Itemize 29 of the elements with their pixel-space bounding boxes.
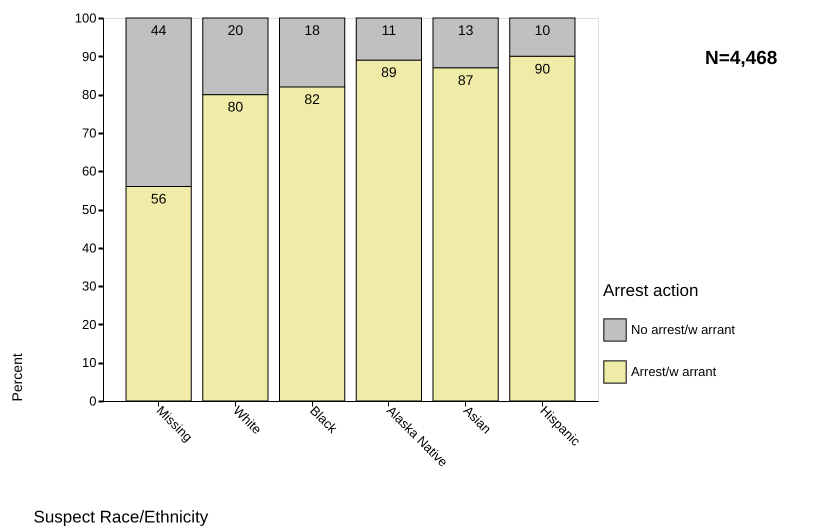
legend-label: No arrest/w arrant [631, 322, 736, 337]
y-tick-label: 60 [82, 164, 96, 179]
x-axis-title: Suspect Race/Ethnicity [34, 508, 209, 527]
y-tick-label: 30 [82, 278, 96, 294]
y-tick-label: 50 [82, 202, 96, 217]
text: N=4,468 [705, 48, 778, 69]
y-tick-label: 40 [82, 240, 96, 256]
data-label: 90 [534, 60, 550, 76]
data-label: 20 [228, 22, 244, 38]
data-label: 89 [381, 64, 397, 80]
data-label: 18 [304, 22, 320, 38]
y-tick-label: 20 [82, 316, 96, 332]
data-label: 44 [150, 22, 167, 38]
legend-title: Arrest action [603, 281, 698, 300]
data-label: 11 [382, 22, 396, 38]
y-tick-label: 10 [82, 355, 96, 370]
y-tick-label: 100 [74, 10, 96, 26]
data-label: 82 [304, 90, 320, 107]
legend-label: Arrest/w arrant [631, 364, 717, 379]
data-label: 87 [458, 72, 474, 88]
data-label: 13 [458, 22, 474, 38]
y-tick-label: 0 [89, 394, 96, 408]
data-label: 80 [228, 98, 244, 115]
y-tick-label: 80 [82, 87, 96, 102]
y-tick-label: 90 [82, 48, 96, 64]
y-axis-title: Percent [8, 353, 25, 402]
data-label: 56 [150, 190, 167, 207]
data-label: 10 [534, 22, 550, 38]
y-tick-label: 70 [82, 125, 96, 140]
